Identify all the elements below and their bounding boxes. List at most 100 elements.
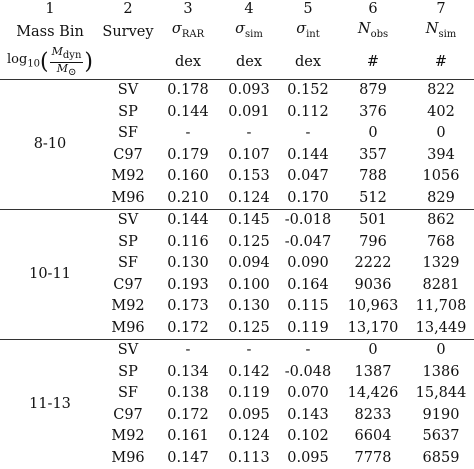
sigma-int-cell: 0.112: [287, 103, 329, 120]
unit-survey: [100, 44, 156, 81]
sigma-rar-cell: 0.179: [167, 146, 209, 163]
sigma-sim-cell: 0.093: [228, 82, 270, 99]
sigma-rar-cell: 0.116: [167, 233, 209, 250]
survey-cell: SV: [100, 209, 156, 232]
sigma-sim-cell: -: [220, 339, 278, 362]
survey-cell: M92: [111, 298, 145, 315]
mass-bin-group: 8-10 SV 0.178 0.093 0.152 879 822 SP 0.144 0.091 0…: [0, 80, 474, 210]
table-row: 11-13 SV - - -0 0: [0, 339, 474, 469]
sigma-rar-cell: 0.160: [167, 168, 209, 185]
n-obs-cell: 8233: [354, 406, 392, 423]
sigma-rar-cell: 0.172: [167, 319, 209, 336]
table-row: M96 0.172 0.125 0.119 13,170 13,449: [0, 318, 474, 340]
col-number: 6: [368, 1, 378, 17]
sigma-sim-cell: 0.107: [228, 146, 270, 163]
mass-bin-cell: 11-13: [0, 339, 100, 469]
n-sim-cell: 1329: [422, 255, 460, 272]
survey-cell: SF: [118, 125, 138, 142]
n-obs-cell: 0: [338, 339, 408, 362]
unit-sigma-int: dex: [278, 44, 338, 81]
sigma-sim-cell: 0.124: [228, 428, 270, 445]
table-row: SP 0.134 0.142 -0.048 1387 1386: [0, 362, 474, 384]
sigma-sim-cell: 0.153: [228, 168, 270, 185]
sigma-sim-cell: 0.124: [228, 189, 270, 206]
survey-cell: M96: [111, 189, 145, 206]
table-row: M92 0.160 0.153 0.047 788 1056: [0, 166, 474, 188]
unit-n-obs: #: [338, 44, 408, 81]
sigma-sim-cell: 0.095: [228, 406, 270, 423]
units-row: log10(Mdyn M⊙) dex dex dex # #: [0, 44, 474, 81]
sigma-sim-cell: 0.142: [228, 363, 270, 380]
sigma-int-cell: 0.047: [287, 168, 329, 185]
sigma-rar-cell: 0.147: [167, 449, 209, 466]
n-obs-cell: 376: [359, 103, 387, 120]
table-header: 1 2 3 4 5 6 7 Mass Bin Survey σRAR σsim …: [0, 0, 474, 81]
n-obs-cell: 6604: [354, 428, 392, 445]
survey-cell: SP: [118, 363, 138, 380]
n-obs-cell: 357: [359, 146, 387, 163]
n-sim-cell: 9190: [422, 406, 460, 423]
n-sim-cell: 5637: [422, 428, 460, 445]
n-obs-cell: 788: [359, 168, 387, 185]
n-sim-cell: 862: [408, 209, 474, 232]
sigma-int-cell: 0.090: [287, 255, 329, 272]
n-sim-cell: 0: [436, 125, 446, 142]
n-sim-cell: 402: [427, 103, 455, 120]
n-obs-cell: 0: [368, 125, 378, 142]
sigma-sim-cell: 0.125: [228, 233, 270, 250]
sigma-int-cell: 0.152: [287, 82, 329, 99]
sigma-int-cell: 0.143: [287, 406, 329, 423]
n-obs-cell: 512: [359, 189, 387, 206]
sigma-rar-cell: 0.172: [167, 406, 209, 423]
column-number-row: 1 2 3 4 5 6 7: [0, 0, 474, 19]
n-obs-cell: 501: [338, 209, 408, 232]
col-number: 3: [183, 1, 193, 17]
sigma-int-cell: 0.115: [287, 298, 329, 315]
col-number: 5: [303, 1, 313, 17]
mass-bin-cell: 10-11: [0, 209, 100, 340]
table-row: SP 0.144 0.091 0.112 376 402: [0, 102, 474, 124]
col-number: 4: [244, 1, 254, 17]
sigma-int-cell: -: [305, 125, 311, 142]
sigma-int-cell: -0.048: [284, 363, 332, 380]
table-row: SF - - - 0 0: [0, 123, 474, 145]
n-sim-cell: 6859: [422, 449, 460, 466]
table-row: C97 0.179 0.107 0.144 357 394: [0, 145, 474, 167]
n-obs-cell: 14,426: [347, 385, 399, 402]
mass-bin-group: 11-13 SV - - -0 0 SP 0.134 0.142 -0.048 1387 1386 SF…: [0, 339, 474, 469]
sigma-sim-cell: 0.145: [220, 209, 278, 232]
col-number: 7: [436, 1, 446, 17]
n-sim-cell: 15,844: [415, 385, 467, 402]
mass-bin-cell: 8-10: [33, 136, 67, 153]
col-name-sigma-int: σint: [296, 21, 320, 40]
col-name-sigma-rar: σRAR: [171, 21, 205, 40]
sigma-int-cell: 0.102: [287, 428, 329, 445]
survey-cell: C97: [113, 276, 143, 293]
col-name-sigma-sim: σsim: [235, 21, 263, 40]
n-obs-cell: 796: [359, 233, 387, 250]
sigma-int-cell: 0.144: [287, 146, 329, 163]
survey-cell: SP: [118, 103, 138, 120]
sigma-rar-cell: 0.161: [167, 428, 209, 445]
n-sim-cell: 768: [427, 233, 455, 250]
table-row: M96 0.210 0.124 0.170 512 829: [0, 188, 474, 210]
col-number: 1: [45, 1, 55, 17]
survey-cell: SV: [117, 82, 139, 99]
sigma-rar-cell: 0.173: [167, 298, 209, 315]
table-row: SF 0.130 0.094 0.090 2222 1329: [0, 253, 474, 275]
sigma-rar-cell: 0.138: [167, 385, 209, 402]
n-sim-cell: 829: [427, 189, 455, 206]
sigma-int-cell: 0.170: [287, 189, 329, 206]
survey-cell: SF: [118, 255, 138, 272]
sigma-int-cell: -0.047: [284, 233, 332, 250]
survey-cell: C97: [113, 406, 143, 423]
n-obs-cell: 7778: [354, 449, 392, 466]
n-sim-cell: 394: [427, 146, 455, 163]
col-name-n-sim: Nsim: [425, 21, 457, 40]
survey-cell: M92: [111, 168, 145, 185]
n-sim-cell: 0: [408, 339, 474, 362]
n-sim-cell: 1056: [422, 168, 460, 185]
sigma-int-cell: 0.119: [287, 319, 329, 336]
